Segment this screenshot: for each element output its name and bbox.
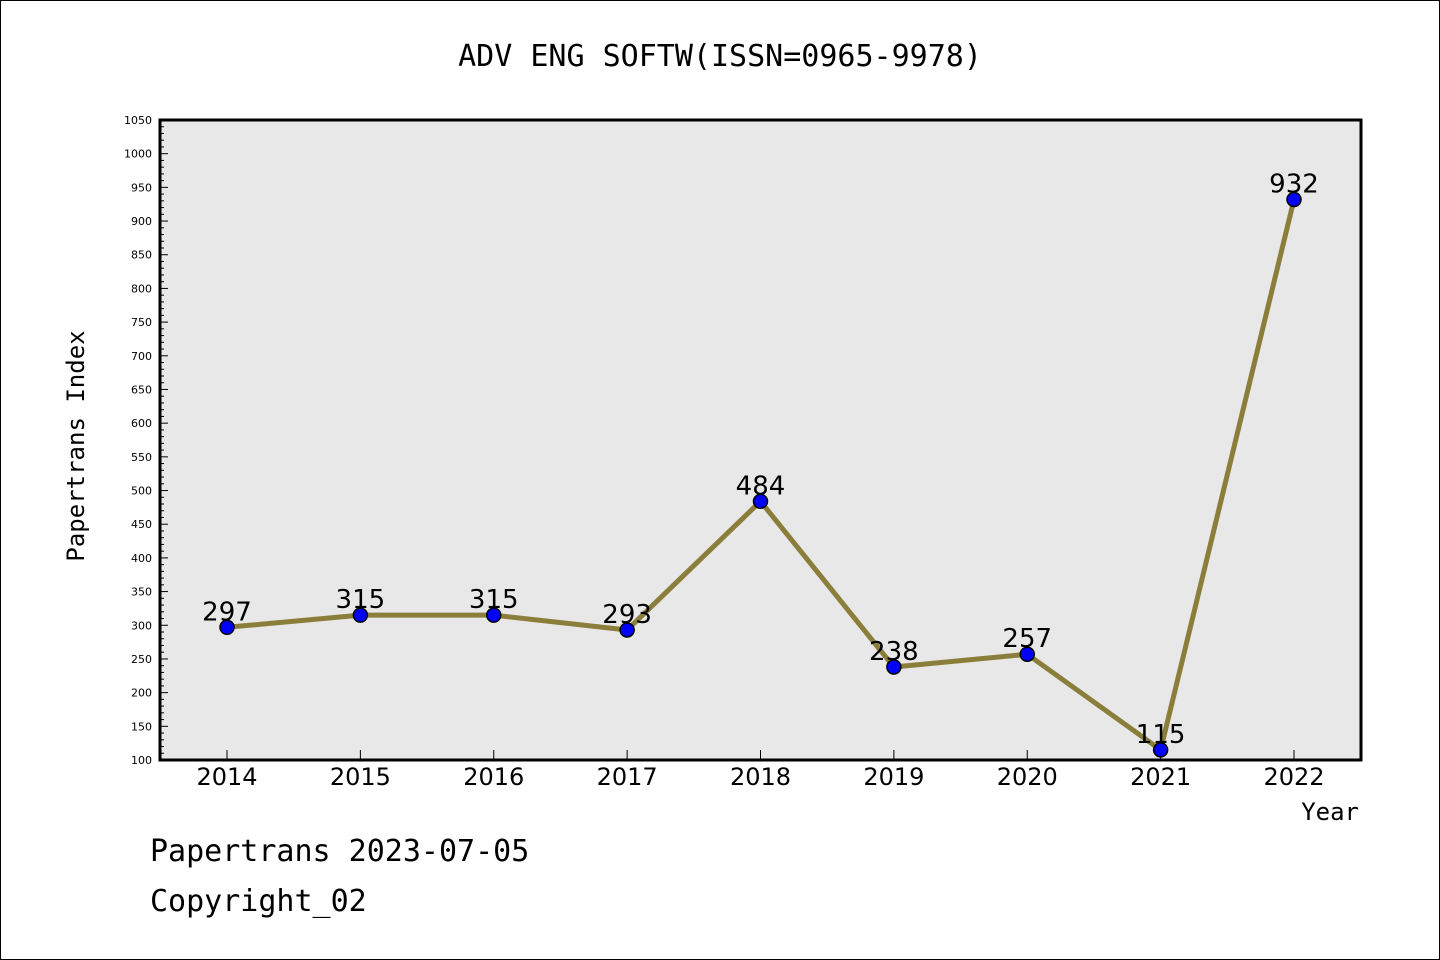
data-point [352, 607, 369, 623]
data-point [219, 619, 235, 636]
y-tick-label: 1000 [124, 148, 152, 161]
data-point [752, 493, 769, 510]
x-tick-label: 2014 [196, 763, 257, 791]
x-tick-label: 2015 [330, 763, 391, 791]
y-tick-label: 1050 [124, 114, 152, 127]
y-tick-label: 800 [131, 282, 152, 295]
y-axis-label: Papertrans Index [62, 330, 90, 561]
data-point [886, 659, 902, 675]
data-labels: 297 315 315 293 484 238 257 115 932 [202, 169, 1319, 749]
data-point [1152, 742, 1169, 758]
y-tick-label: 550 [131, 451, 152, 464]
x-tick-label: 2022 [1263, 763, 1324, 791]
y-tick-label: 350 [131, 586, 152, 599]
x-tick-label: 2019 [863, 763, 924, 791]
data-point [1286, 191, 1302, 208]
data-label: 257 [1002, 624, 1052, 654]
y-tick-label: 400 [131, 552, 152, 565]
data-point [486, 607, 502, 623]
data-point [1019, 646, 1035, 662]
data-label: 115 [1136, 720, 1186, 750]
plot-area [160, 120, 1361, 760]
x-axis-label: Year [1301, 798, 1359, 826]
footer-copyright-line: Copyright_02 [150, 884, 367, 919]
y-tick-label: 700 [131, 350, 152, 363]
x-tick-label: 2016 [463, 763, 524, 791]
data-label: 293 [602, 600, 652, 630]
y-tick-label: 600 [131, 417, 152, 430]
x-tick-label: 2018 [730, 763, 791, 791]
y-axis: 100 150 200 250 300 350 400 450 500 550 600 650 700 7… [124, 114, 168, 767]
data-label: 238 [869, 637, 919, 667]
x-tick-label: 2021 [1130, 763, 1191, 791]
x-tick-label: 2020 [997, 763, 1058, 791]
y-tick-label: 100 [131, 754, 152, 767]
y-tick-label: 500 [131, 485, 152, 498]
plot-border [158, 118, 1363, 762]
data-label: 315 [336, 585, 386, 615]
x-tick-label: 2017 [597, 763, 658, 791]
y-tick-label: 250 [131, 653, 152, 666]
data-point [619, 622, 635, 638]
data-label: 297 [202, 597, 252, 627]
data-label: 315 [469, 585, 519, 615]
data-label: 484 [736, 471, 786, 501]
y-tick-label: 150 [131, 720, 152, 733]
data-points [219, 191, 1302, 758]
footer-date-line: Papertrans 2023-07-05 [150, 834, 530, 869]
y-tick-label: 900 [131, 215, 152, 228]
x-axis: 2014 2015 2016 2017 2018 2019 2020 2021 2022 [196, 750, 1325, 791]
y-tick-label: 650 [131, 383, 152, 396]
data-label: 932 [1269, 169, 1319, 199]
chart-title: ADV ENG SOFTW(ISSN=0965-9978) [458, 39, 982, 74]
y-tick-label: 950 [131, 181, 152, 194]
y-tick-label: 750 [131, 316, 152, 329]
y-tick-label: 850 [131, 249, 152, 262]
y-tick-label: 200 [131, 687, 152, 700]
y-tick-label: 450 [131, 518, 152, 531]
y-tick-label: 300 [131, 619, 152, 632]
